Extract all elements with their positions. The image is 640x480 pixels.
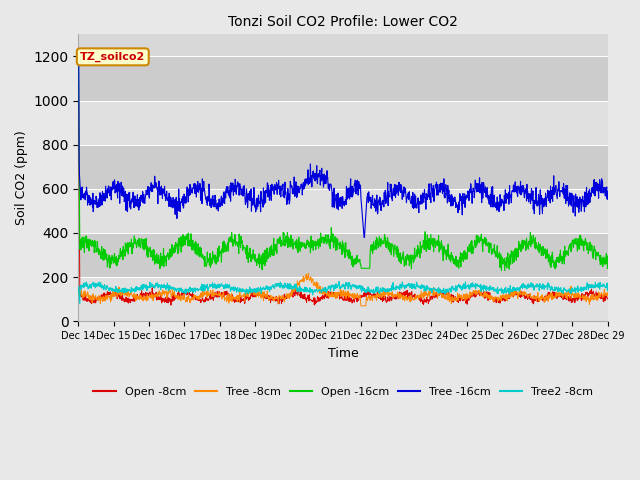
Bar bbox=[79, 277, 608, 321]
Text: TZ_soilco2: TZ_soilco2 bbox=[80, 52, 145, 62]
Bar bbox=[79, 100, 608, 144]
Bar bbox=[79, 57, 608, 100]
Y-axis label: Soil CO2 (ppm): Soil CO2 (ppm) bbox=[15, 131, 28, 225]
X-axis label: Time: Time bbox=[328, 347, 358, 360]
Bar bbox=[79, 144, 608, 189]
Bar bbox=[79, 233, 608, 277]
Title: Tonzi Soil CO2 Profile: Lower CO2: Tonzi Soil CO2 Profile: Lower CO2 bbox=[228, 15, 458, 29]
Legend: Open -8cm, Tree -8cm, Open -16cm, Tree -16cm, Tree2 -8cm: Open -8cm, Tree -8cm, Open -16cm, Tree -… bbox=[89, 383, 597, 402]
Bar bbox=[79, 189, 608, 233]
